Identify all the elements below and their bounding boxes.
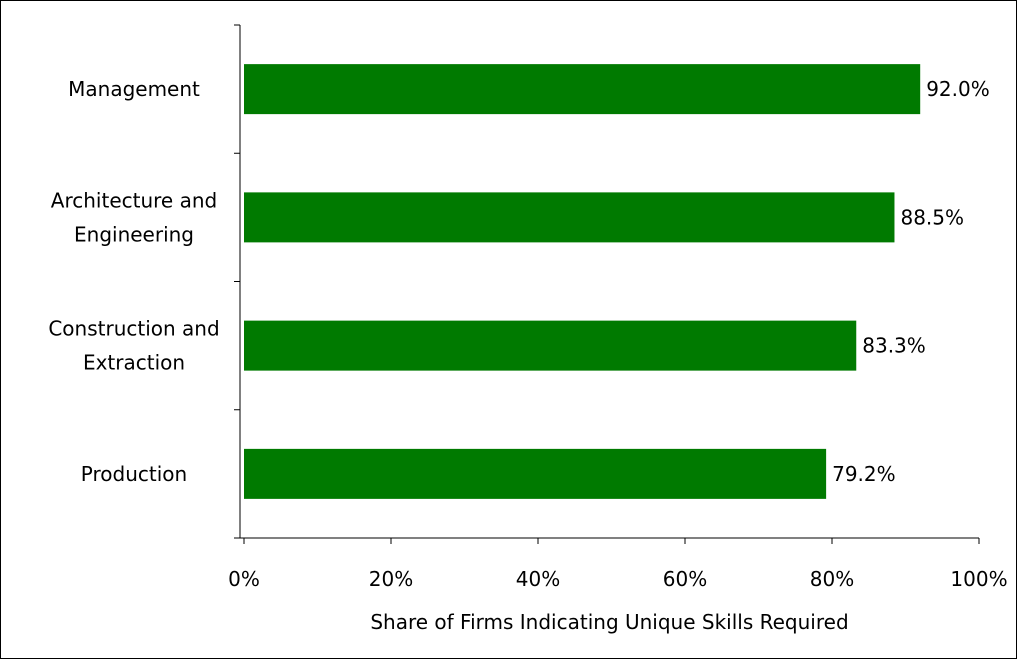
x-tick-label-0: 0% <box>228 567 260 591</box>
data-label-2: 83.3% <box>862 334 926 358</box>
category-label-line: Engineering <box>74 222 194 246</box>
labels-layer: 92.0% Management 88.5% Architecture and Engi… <box>48 77 1007 591</box>
category-label-line: Construction and <box>48 317 219 341</box>
bar-0 <box>244 64 921 115</box>
data-label-0: 92.0% <box>926 77 990 101</box>
data-label-1: 88.5% <box>900 205 964 229</box>
bar-3 <box>244 448 827 499</box>
category-label-2: Construction and Extraction <box>48 317 219 375</box>
axes-layer <box>234 24 980 544</box>
category-label-line: Extraction <box>83 351 185 375</box>
x-tick-label-5: 100% <box>950 567 1007 591</box>
x-axis-title: Share of Firms Indicating Unique Skills … <box>370 610 848 634</box>
category-label-1: Architecture and Engineering <box>51 188 217 246</box>
x-tick-label-3: 60% <box>663 567 707 591</box>
bars-layer <box>244 64 921 499</box>
bar-1 <box>244 192 895 243</box>
data-label-3: 79.2% <box>832 462 896 486</box>
category-label-3: Production <box>81 462 187 486</box>
category-label-line: Production <box>81 462 187 486</box>
bar-2 <box>244 320 857 371</box>
x-tick-label-2: 40% <box>516 567 560 591</box>
category-label-line: Architecture and <box>51 188 217 212</box>
x-tick-label-4: 80% <box>810 567 854 591</box>
x-tick-label-1: 20% <box>369 567 413 591</box>
category-label-line: Management <box>68 77 200 101</box>
category-label-0: Management <box>68 77 200 101</box>
